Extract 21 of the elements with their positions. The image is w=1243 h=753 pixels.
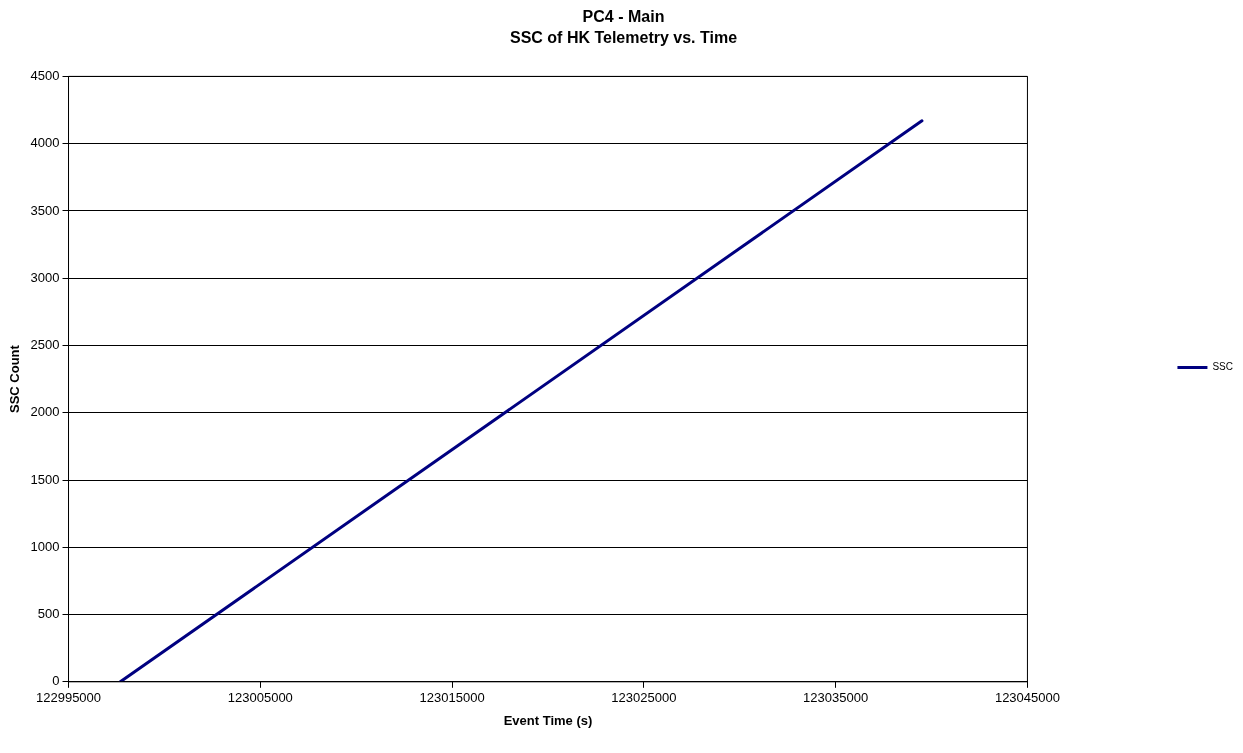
y-tick-label: 1000	[30, 538, 60, 554]
y-tick-label: 1500	[30, 471, 60, 487]
chart-subtitle: SSC of HK Telemetry vs. Time	[509, 29, 738, 47]
y-tick-label: 2000	[30, 404, 60, 420]
chart-title: PC4 - Main	[582, 8, 665, 26]
y-tick-label: 3500	[30, 202, 60, 218]
x-tick-label: 123005000	[227, 690, 293, 706]
x-axis-title: Event Time (s)	[503, 712, 593, 728]
y-axis-title: SSC Count	[7, 344, 23, 414]
x-tick-label: 123045000	[994, 690, 1060, 706]
y-tick-label: 500	[37, 606, 60, 622]
x-tick-label: 123035000	[803, 690, 869, 706]
x-tick-label: 123015000	[419, 690, 485, 706]
y-tick-label: 4500	[30, 67, 60, 83]
legend-label: SSC	[1212, 361, 1233, 373]
x-tick-label: 122995000	[35, 690, 102, 706]
y-tick-label: 4000	[30, 135, 60, 151]
y-tick-label: 2500	[30, 337, 60, 353]
y-tick-label: 3000	[30, 269, 60, 285]
y-tick-label: 0	[52, 673, 60, 689]
x-tick-label: 123025000	[611, 690, 677, 706]
